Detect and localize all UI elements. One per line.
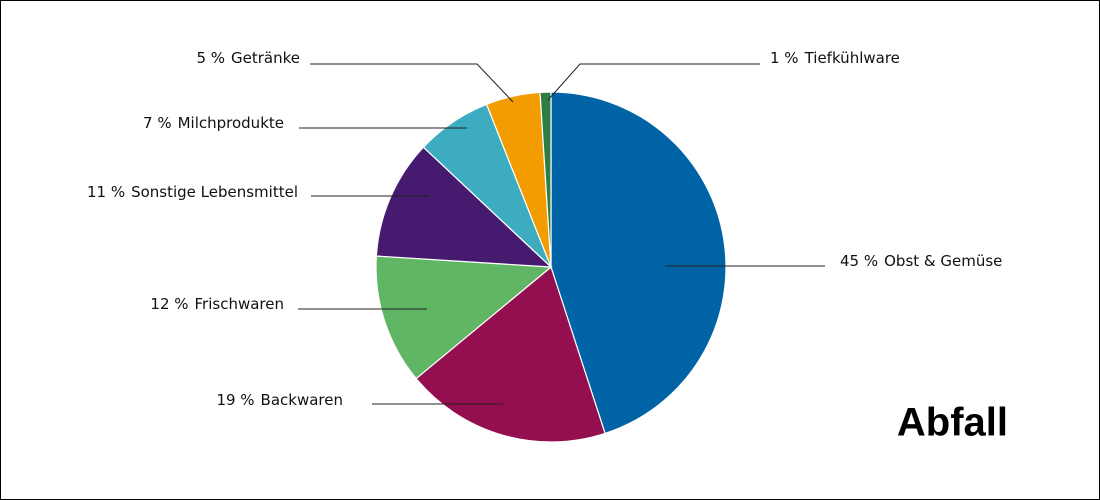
slice-value-label: 12 %	[150, 295, 188, 313]
pie-slice	[415, 265, 606, 443]
slice-category-label: Backwaren	[261, 391, 343, 409]
slice-value-label: 1 %	[770, 49, 799, 67]
slice-category-label: Frischwaren	[195, 295, 284, 313]
leader-line	[310, 63, 514, 103]
slice-value-label: 45 %	[840, 252, 878, 270]
slice-category-label: Getränke	[231, 49, 300, 67]
slice-label: 45 % Obst & Gemüse	[840, 252, 1002, 270]
slice-value-label: 11 %	[87, 183, 125, 201]
slice-value-label: 5 %	[196, 49, 225, 67]
chart-title: Abfall	[897, 401, 1008, 445]
slice-label: 1 % Tiefkühlware	[770, 49, 900, 67]
pie-slice	[539, 91, 552, 268]
slice-label: 19 % Backwaren	[216, 391, 343, 409]
slice-value-label: 7 %	[143, 114, 172, 132]
slice-category-label: Obst & Gemüse	[884, 252, 1002, 270]
slice-category-label: Tiefkühlware	[804, 49, 900, 67]
slice-value-label: 19 %	[216, 391, 254, 409]
pie-slice	[375, 255, 553, 380]
slice-label: 5 % Getränke	[196, 49, 300, 67]
slice-category-label: Milchprodukte	[178, 114, 284, 132]
pie-slice	[375, 146, 553, 268]
slice-category-label: Sonstige Lebensmittel	[131, 183, 298, 201]
slice-label: 11 % Sonstige Lebensmittel	[87, 183, 298, 201]
leader-line	[547, 63, 760, 101]
pie-slice	[550, 91, 727, 435]
pie	[375, 91, 727, 443]
slice-label: 7 % Milchprodukte	[143, 114, 284, 132]
slice-label: 12 % Frischwaren	[150, 295, 284, 313]
